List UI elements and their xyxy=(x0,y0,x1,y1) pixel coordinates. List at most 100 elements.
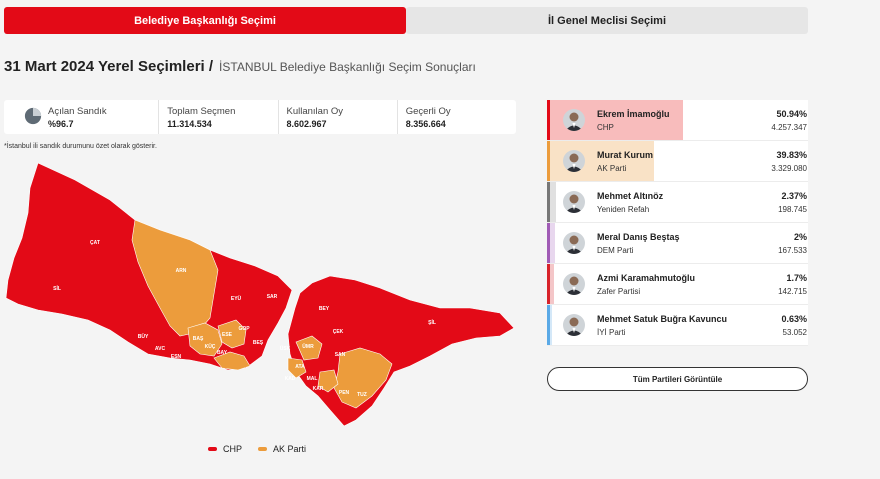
legend-label: CHP xyxy=(223,444,243,454)
stat-label: Geçerli Oy xyxy=(405,106,451,117)
candidate-party-bar xyxy=(547,141,550,181)
tab-mayoral-election[interactable]: Belediye Başkanlığı Seçimi xyxy=(4,7,406,34)
map-district-atasehir[interactable] xyxy=(287,357,307,379)
candidate-results: 39.83% 3.329.080 xyxy=(771,150,807,173)
stat-total-voters: Toplam Seçmen 11.314.534 xyxy=(158,100,277,134)
candidate-row[interactable]: Mehmet Altınöz Yeniden Refah 2.37% 198.7… xyxy=(547,182,808,223)
candidate-info: Mehmet Altınöz Yeniden Refah xyxy=(597,191,778,214)
district-label-bay: BAY xyxy=(217,350,228,356)
istanbul-district-map: ÇAT SİL ARN EYÜ SAR BEY ŞİL ÇEK BÜY BAŞ … xyxy=(5,162,515,427)
district-label-ata: ATA xyxy=(295,364,305,370)
candidate-row[interactable]: Meral Danış Beştaş DEM Parti 2% 167.533 xyxy=(547,223,808,264)
candidate-name: Azmi Karamahmutoğlu xyxy=(597,272,696,283)
legend-swatch xyxy=(208,447,217,451)
map-asian-side[interactable] xyxy=(287,275,515,427)
map-district-sariyer-north[interactable] xyxy=(317,369,339,393)
stat-valid-votes: Geçerli Oy 8.356.664 xyxy=(396,100,516,134)
all-parties-button[interactable]: Tüm Partileri Görüntüle xyxy=(547,367,808,391)
district-label-esn: ESN xyxy=(171,354,182,360)
candidate-party: DEM Parti xyxy=(597,245,634,255)
candidate-results: 1.7% 142.715 xyxy=(778,273,807,296)
candidate-percent: 2% xyxy=(793,231,807,242)
stat-opened-ballot-boxes: Açılan Sandık %96.7 xyxy=(4,100,158,134)
map-district-umraniye[interactable] xyxy=(295,335,323,361)
district-label-bas: BAŞ xyxy=(193,336,204,342)
map-district-gungoren[interactable] xyxy=(213,351,251,371)
candidate-percent: 2.37% xyxy=(781,190,807,201)
candidate-results: 2.37% 198.745 xyxy=(778,191,807,214)
candidate-party: Yeniden Refah xyxy=(597,204,650,214)
map-legend: CHP AK Parti xyxy=(208,444,306,454)
candidate-info: Azmi Karamahmutoğlu Zafer Partisi xyxy=(597,273,778,296)
candidate-row[interactable]: Murat Kurum AK Parti 39.83% 3.329.080 xyxy=(547,141,808,182)
candidate-votes: 198.745 xyxy=(778,204,807,214)
candidate-name: Ekrem İmamoğlu xyxy=(597,108,670,119)
stat-label: Kullanılan Oy xyxy=(286,106,344,117)
candidate-name: Meral Danış Beştaş xyxy=(597,231,680,242)
person-icon xyxy=(565,235,583,254)
candidate-avatar xyxy=(563,191,585,213)
candidate-votes: 142.715 xyxy=(778,286,807,296)
district-label-tuz: TUZ xyxy=(357,392,367,398)
candidate-avatar xyxy=(563,273,585,295)
candidate-row[interactable]: Ekrem İmamoğlu CHP 50.94% 4.257.347 xyxy=(547,100,808,141)
district-label-san: SAN xyxy=(335,352,346,358)
map-district-sultangazi[interactable] xyxy=(217,319,247,349)
district-label-pen: PEN xyxy=(339,390,350,396)
person-icon xyxy=(565,153,583,172)
candidate-share-fill xyxy=(550,182,557,222)
district-label-gop: GOP xyxy=(238,326,250,332)
district-label-sil: SİL xyxy=(53,285,61,292)
district-label-eyu: EYÜ xyxy=(231,295,242,302)
candidate-row[interactable]: Azmi Karamahmutoğlu Zafer Partisi 1.7% 1… xyxy=(547,264,808,305)
candidate-party: Zafer Partisi xyxy=(597,286,641,296)
district-label-sar: SAR xyxy=(267,294,278,300)
candidate-avatar xyxy=(563,232,585,254)
legend-label: AK Parti xyxy=(273,444,307,454)
district-label-kad: KAD xyxy=(285,376,296,382)
candidate-avatar xyxy=(563,150,585,172)
district-label-buy: BÜY xyxy=(138,333,149,340)
candidate-results: 0.63% 53.052 xyxy=(781,314,807,337)
candidate-votes: 4.257.347 xyxy=(771,122,807,132)
candidate-info: Ekrem İmamoğlu CHP xyxy=(597,109,771,132)
legend-item-chp: CHP xyxy=(208,444,242,454)
candidate-share-fill xyxy=(550,223,556,263)
candidate-party-bar xyxy=(547,100,550,140)
pie-chart-icon xyxy=(24,107,42,125)
map-district-bagcilar-esenler[interactable] xyxy=(187,322,223,357)
stat-label: Toplam Seçmen xyxy=(167,106,236,117)
candidate-percent: 1.7% xyxy=(786,272,807,283)
candidate-party-bar xyxy=(547,264,550,304)
person-icon xyxy=(565,194,583,213)
district-label-avc: AVC xyxy=(155,346,166,352)
tab-provincial-council-election[interactable]: İl Genel Meclisi Seçimi xyxy=(406,7,808,34)
district-label-usk: ÜSK xyxy=(280,345,291,352)
district-label-sil-asia: ŞİL xyxy=(428,319,436,326)
legend-item-akp: AK Parti xyxy=(258,444,306,454)
candidate-percent: 50.94% xyxy=(776,108,807,119)
district-label-kar: KAR xyxy=(313,386,324,392)
summary-note: *İstanbul ili sandık durumunu özet olara… xyxy=(4,143,157,150)
candidate-name: Murat Kurum xyxy=(597,149,653,160)
stat-label: Açılan Sandık xyxy=(48,106,107,117)
candidate-votes: 167.533 xyxy=(778,245,807,255)
stat-value: %96.7 xyxy=(48,119,74,129)
candidate-party-bar xyxy=(547,305,550,345)
district-label-cek: ÇEK xyxy=(333,329,344,335)
district-label-mal: MAL xyxy=(307,376,318,382)
person-icon xyxy=(565,276,583,295)
candidate-party: İYİ Parti xyxy=(597,327,626,337)
district-label-kuc: KÜÇ xyxy=(205,343,216,350)
candidate-results: 50.94% 4.257.347 xyxy=(771,109,807,132)
candidate-info: Mehmet Satuk Buğra Kavuncu İYİ Parti xyxy=(597,314,781,337)
district-label-bes: BEŞ xyxy=(253,340,264,346)
candidate-share-fill xyxy=(550,305,552,345)
candidate-share-fill xyxy=(550,264,555,304)
candidate-list: Ekrem İmamoğlu CHP 50.94% 4.257.347 Mura… xyxy=(547,100,808,346)
candidate-votes: 3.329.080 xyxy=(771,163,807,173)
person-icon xyxy=(565,317,583,336)
candidate-row[interactable]: Mehmet Satuk Buğra Kavuncu İYİ Parti 0.6… xyxy=(547,305,808,346)
legend-swatch xyxy=(258,447,268,451)
candidate-party-bar xyxy=(547,223,550,263)
